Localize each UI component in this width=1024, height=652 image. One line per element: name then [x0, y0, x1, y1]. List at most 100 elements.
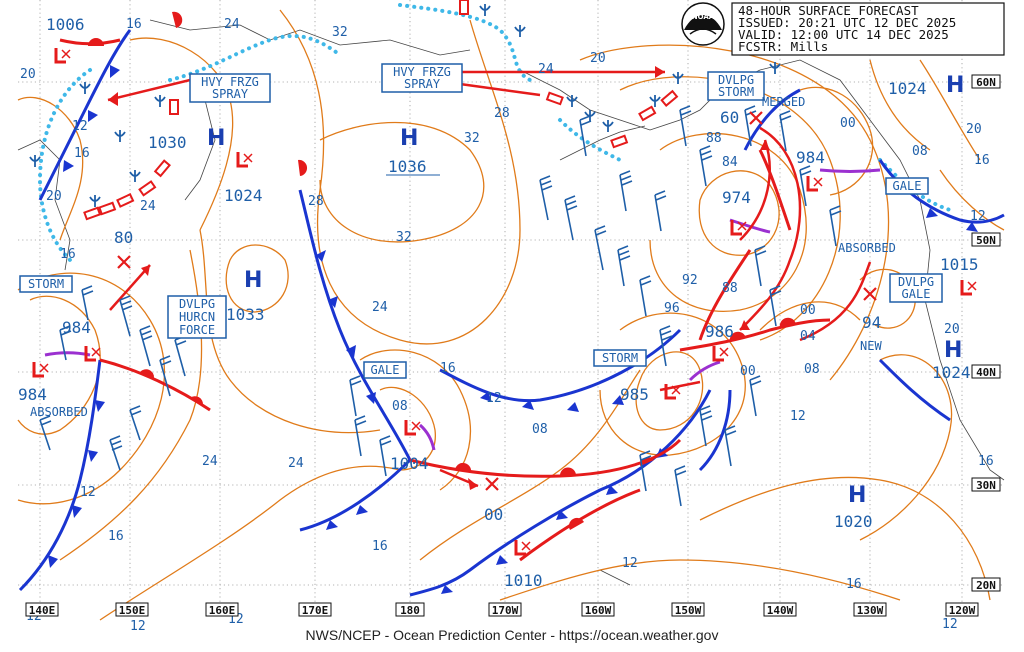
- low-pressure: 985: [620, 385, 649, 404]
- high-pressure: 1024: [888, 79, 927, 98]
- svg-text:160E: 160E: [209, 604, 236, 617]
- svg-text:140W: 140W: [767, 604, 794, 617]
- low-pressure: 984: [796, 148, 825, 167]
- svg-text:170E: 170E: [302, 604, 329, 617]
- svg-text:16: 16: [974, 153, 990, 168]
- svg-text:24: 24: [224, 17, 240, 32]
- noaa-logo: NOAA: [681, 2, 725, 46]
- svg-text:40N: 40N: [976, 366, 996, 379]
- svg-text:STORM: STORM: [28, 277, 64, 291]
- svg-text:08: 08: [532, 422, 548, 437]
- svg-text:32: 32: [464, 131, 480, 146]
- warm-fronts: [59, 38, 831, 562]
- warning-box: STORM: [19, 275, 73, 293]
- svg-text:20: 20: [20, 67, 36, 82]
- svg-text:24: 24: [372, 300, 388, 315]
- svg-text:00: 00: [740, 364, 756, 379]
- svg-text:SPRAY: SPRAY: [212, 87, 249, 101]
- svg-text:16: 16: [60, 247, 76, 262]
- svg-text:12: 12: [80, 485, 96, 500]
- svg-text:16: 16: [440, 361, 456, 376]
- svg-text:180: 180: [400, 604, 420, 617]
- svg-text:08: 08: [804, 362, 820, 377]
- spray-symbols: [83, 0, 679, 221]
- svg-text:GALE: GALE: [902, 287, 931, 301]
- svg-text:88: 88: [706, 131, 722, 146]
- svg-text:DVLPG: DVLPG: [179, 297, 215, 311]
- latitude-labels: 60N 50N 40N 30N 20N: [971, 74, 1001, 592]
- annotation-text: NEW: [860, 339, 882, 353]
- svg-text:DVLPG: DVLPG: [898, 275, 934, 289]
- annotation-text: ABSORBED: [838, 241, 896, 255]
- svg-text:50N: 50N: [976, 234, 996, 247]
- warm-front-pips: [88, 11, 796, 530]
- high-pressure: 1030: [148, 133, 187, 152]
- low-pressure: 94: [862, 313, 881, 332]
- warning-box: DVLPG STORM: [707, 71, 765, 101]
- svg-text:88: 88: [722, 281, 738, 296]
- svg-text:92: 92: [682, 273, 698, 288]
- svg-text:12: 12: [942, 617, 958, 632]
- high-symbol: H: [848, 483, 866, 508]
- svg-text:HVY FRZG: HVY FRZG: [393, 65, 451, 79]
- high-symbol: H: [400, 126, 418, 151]
- low-pressure: 1004: [390, 454, 429, 473]
- svg-text:20: 20: [46, 189, 62, 204]
- arrow-heads: [108, 66, 770, 490]
- svg-text:12: 12: [970, 209, 986, 224]
- low-pressure: 1010: [504, 571, 543, 590]
- svg-text:VALID: 12:00 UTC 14 DEC 2025: VALID: 12:00 UTC 14 DEC 2025: [738, 27, 949, 42]
- svg-text:84: 84: [722, 155, 738, 170]
- svg-text:GALE: GALE: [371, 363, 400, 377]
- warning-box: DVLPG GALE: [889, 273, 943, 303]
- svg-text:20: 20: [590, 51, 606, 66]
- svg-text:160W: 160W: [585, 604, 612, 617]
- svg-text:FCSTR: Mills: FCSTR: Mills: [738, 39, 828, 54]
- svg-text:12: 12: [486, 391, 502, 406]
- warning-box: HVY FRZG SPRAY: [189, 73, 271, 103]
- svg-text:28: 28: [494, 106, 510, 121]
- high-pressure: 1036: [388, 157, 427, 176]
- svg-text:DVLPG: DVLPG: [718, 73, 754, 87]
- svg-text:04: 04: [800, 329, 816, 344]
- high-symbol: H: [244, 268, 262, 293]
- svg-text:20N: 20N: [976, 579, 996, 592]
- warning-box: GALE: [363, 361, 407, 379]
- svg-text:150E: 150E: [119, 604, 146, 617]
- annotation-text: MERGED: [762, 95, 805, 109]
- svg-text:48-HOUR SURFACE FORECAST: 48-HOUR SURFACE FORECAST: [738, 3, 919, 18]
- annotation-text: ABSORBED: [30, 405, 88, 419]
- low-symbols: [32, 48, 977, 556]
- low-pressure: 974: [722, 188, 751, 207]
- low-pressure: 984: [62, 318, 91, 337]
- low-pressure: 00: [484, 505, 503, 524]
- high-symbol: H: [207, 126, 225, 151]
- warning-box: DVLPG HURCN FORCE: [167, 295, 227, 339]
- svg-text:150W: 150W: [675, 604, 702, 617]
- svg-text:FORCE: FORCE: [179, 323, 215, 337]
- svg-text:96: 96: [664, 301, 680, 316]
- longitude-labels: 140E 150E 160E 170E 180 170W 160W 150W 1…: [25, 602, 979, 617]
- credit-line: NWS/NCEP - Ocean Prediction Center - htt…: [305, 627, 719, 643]
- high-pressure: 1033: [226, 305, 265, 324]
- svg-text:12: 12: [790, 409, 806, 424]
- svg-text:170W: 170W: [492, 604, 519, 617]
- warning-box: GALE: [885, 177, 929, 195]
- svg-text:24: 24: [202, 454, 218, 469]
- isobar-labels: 16 24 32 20 20 12 16 24 24 28 28 32 32 2…: [20, 17, 994, 634]
- low-pressure: 1006: [46, 15, 85, 34]
- svg-text:08: 08: [392, 399, 408, 414]
- svg-text:GALE: GALE: [893, 179, 922, 193]
- svg-text:16: 16: [978, 454, 994, 469]
- svg-text:120W: 120W: [949, 604, 976, 617]
- svg-text:NOAA: NOAA: [692, 13, 715, 21]
- svg-text:60N: 60N: [976, 76, 996, 89]
- svg-text:16: 16: [126, 17, 142, 32]
- forecast-info-box: 48-HOUR SURFACE FORECAST ISSUED: 20:21 U…: [731, 2, 1005, 56]
- high-pressure: 1020: [834, 512, 873, 531]
- svg-text:STORM: STORM: [718, 85, 754, 99]
- svg-text:08: 08: [912, 144, 928, 159]
- low-pressure: 984: [18, 385, 47, 404]
- svg-text:00: 00: [800, 303, 816, 318]
- cold-front-pips: [48, 65, 978, 594]
